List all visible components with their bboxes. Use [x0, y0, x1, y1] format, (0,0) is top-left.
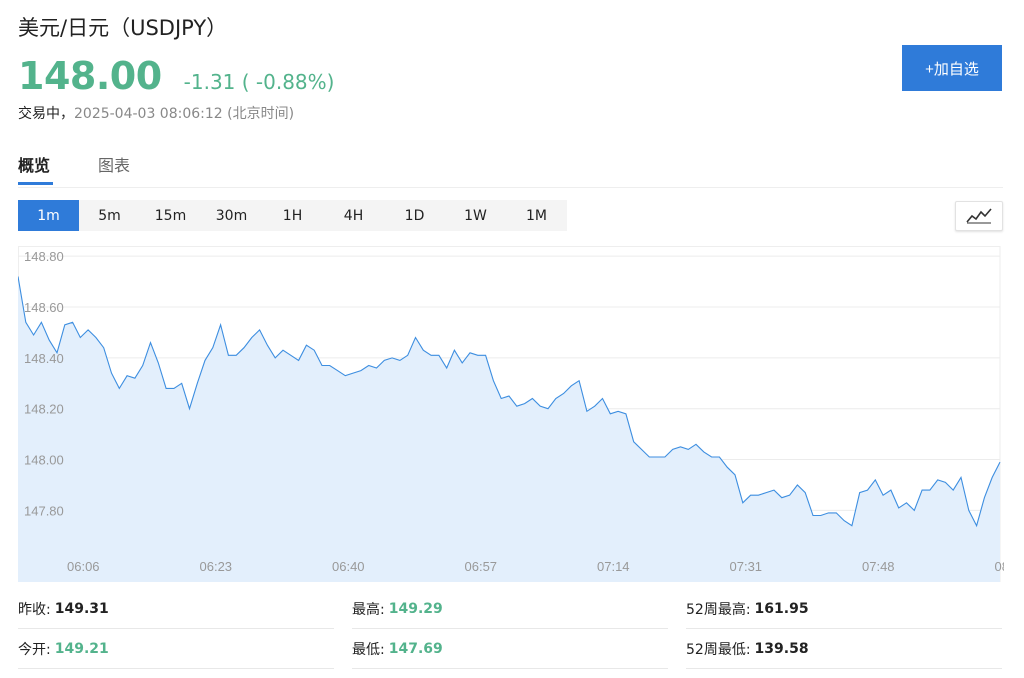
x-tick-label: 08:0 [995, 559, 1005, 574]
trading-status: 交易中， [18, 106, 74, 122]
price-chart-svg: 148.80 148.60 148.40 148.20 148.00 147.80 06:0… [18, 246, 1004, 582]
stat-open: 今开: 149.21 [18, 630, 334, 669]
y-tick-label: 147.80 [24, 503, 64, 518]
interval-4h[interactable]: 4H [323, 200, 384, 231]
x-tick-label: 06:57 [465, 559, 498, 574]
stat-52w-high: 52周最高: 161.95 [686, 590, 1002, 629]
y-tick-label: 148.60 [24, 300, 64, 315]
line-chart-icon [966, 208, 992, 224]
stat-value: 149.21 [55, 641, 109, 657]
stat-label: 最低: [352, 639, 385, 659]
stat-value: 139.58 [755, 641, 809, 657]
stat-high: 最高: 149.29 [352, 590, 668, 629]
stat-value: 161.95 [755, 601, 809, 617]
interval-15m[interactable]: 15m [140, 200, 201, 231]
trading-status-row: 交易中，2025-04-03 08:06:12 (北京时间) [18, 103, 294, 123]
y-tick-label: 148.00 [24, 453, 64, 468]
x-tick-label: 06:06 [67, 559, 100, 574]
y-tick-label: 148.40 [24, 351, 64, 366]
stat-value: 147.69 [389, 641, 443, 657]
add-to-watchlist-button[interactable]: +加自选 [902, 45, 1002, 91]
series-area-fill [18, 277, 1000, 583]
active-tab-indicator [18, 182, 53, 185]
stat-label: 昨收: [18, 599, 51, 619]
y-tick-label: 148.20 [24, 402, 64, 417]
tab-bar: 概览 图表 [18, 150, 1003, 188]
stat-label: 52周最低: [686, 639, 751, 659]
interval-30m[interactable]: 30m [201, 200, 262, 231]
stat-prev-close: 昨收: 149.31 [18, 590, 334, 629]
stats-panel: 昨收: 149.31 最高: 149.29 52周最高: 161.95 今开: … [18, 590, 1004, 676]
interval-selector: 1m 5m 15m 30m 1H 4H 1D 1W 1M [18, 200, 567, 231]
chart-type-toggle-button[interactable] [955, 201, 1003, 231]
stat-label: 最高: [352, 599, 385, 619]
x-tick-label: 07:48 [862, 559, 895, 574]
quote-timestamp: 2025-04-03 08:06:12 (北京时间) [74, 106, 294, 122]
stat-value: 149.31 [55, 601, 109, 617]
x-tick-label: 07:31 [730, 559, 763, 574]
price-row: 148.00 -1.31 ( -0.88%) [18, 54, 334, 98]
x-tick-label: 06:23 [200, 559, 233, 574]
stat-value: 149.29 [389, 601, 443, 617]
interval-5m[interactable]: 5m [79, 200, 140, 231]
stat-label: 今开: [18, 639, 51, 659]
page-title: 美元/日元（USDJPY） [18, 12, 227, 42]
interval-1h[interactable]: 1H [262, 200, 323, 231]
stat-label: 52周最高: [686, 599, 751, 619]
interval-1m[interactable]: 1m [18, 200, 79, 231]
tab-chart[interactable]: 图表 [98, 152, 130, 176]
price-change: -1.31 ( -0.88%) [184, 70, 335, 94]
y-tick-label: 148.80 [24, 249, 64, 264]
stat-52w-low: 52周最低: 139.58 [686, 630, 1002, 669]
x-tick-label: 06:40 [332, 559, 365, 574]
price-chart: 148.80 148.60 148.40 148.20 148.00 147.80 06:0… [18, 246, 1004, 582]
interval-1w[interactable]: 1W [445, 200, 506, 231]
interval-1d[interactable]: 1D [384, 200, 445, 231]
stat-low: 最低: 147.69 [352, 630, 668, 669]
current-price: 148.00 [18, 54, 162, 98]
interval-1mo[interactable]: 1M [506, 200, 567, 231]
tab-overview[interactable]: 概览 [18, 152, 50, 176]
x-tick-label: 07:14 [597, 559, 630, 574]
